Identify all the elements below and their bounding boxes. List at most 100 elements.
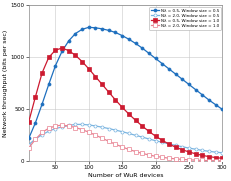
Nλ = 2.0, Window size = 1.0 xyxy=(47,127,50,129)
Nλ = 0.5, Window size = 0.5 xyxy=(81,28,83,30)
Nλ = 0.5, Window size = 0.5 xyxy=(87,26,90,28)
Nλ = 2.0, Window size = 0.5 xyxy=(61,126,64,128)
Nλ = 0.5, Window size = 1.0 xyxy=(121,106,124,108)
Nλ = 2.0, Window size = 0.5 xyxy=(27,144,30,146)
Nλ = 0.5, Window size = 1.0 xyxy=(47,56,50,58)
Nλ = 2.0, Window size = 1.0 xyxy=(221,160,224,162)
Nλ = 0.5, Window size = 0.5 xyxy=(107,29,110,31)
Nλ = 2.0, Window size = 0.5 xyxy=(34,138,37,140)
Nλ = 2.0, Window size = 1.0 xyxy=(94,134,97,136)
Nλ = 2.0, Window size = 0.5 xyxy=(181,146,184,148)
Nλ = 2.0, Window size = 0.5 xyxy=(121,131,124,133)
Nλ = 2.0, Window size = 0.5 xyxy=(41,134,43,136)
Nλ = 0.5, Window size = 1.0 xyxy=(101,83,103,85)
Nλ = 2.0, Window size = 1.0 xyxy=(154,155,157,157)
Nλ = 2.0, Window size = 1.0 xyxy=(114,143,117,145)
Nλ = 2.0, Window size = 1.0 xyxy=(194,159,197,161)
Nλ = 2.0, Window size = 0.5 xyxy=(94,125,97,127)
Nλ = 0.5, Window size = 0.5 xyxy=(74,32,77,35)
Nλ = 2.0, Window size = 0.5 xyxy=(201,149,204,151)
Nλ = 0.5, Window size = 0.5 xyxy=(201,94,204,96)
Nλ = 2.0, Window size = 0.5 xyxy=(167,143,170,145)
Nλ = 2.0, Window size = 0.5 xyxy=(114,129,117,131)
Nλ = 0.5, Window size = 1.0 xyxy=(214,156,217,159)
Nλ = 0.5, Window size = 0.5 xyxy=(67,40,70,42)
Nλ = 0.5, Window size = 1.0 xyxy=(114,99,117,101)
Nλ = 0.5, Window size = 0.5 xyxy=(167,68,170,70)
Line: Nλ = 2.0, Window size = 1.0: Nλ = 2.0, Window size = 1.0 xyxy=(27,124,224,162)
Nλ = 2.0, Window size = 0.5 xyxy=(154,140,157,142)
Nλ = 2.0, Window size = 0.5 xyxy=(141,136,144,138)
Nλ = 2.0, Window size = 1.0 xyxy=(181,158,184,161)
Nλ = 2.0, Window size = 1.0 xyxy=(54,125,57,127)
Nλ = 2.0, Window size = 1.0 xyxy=(214,160,217,162)
Nλ = 0.5, Window size = 1.0 xyxy=(67,50,70,52)
Nλ = 2.0, Window size = 1.0 xyxy=(34,138,37,141)
Nλ = 0.5, Window size = 0.5 xyxy=(161,63,164,65)
Nλ = 0.5, Window size = 1.0 xyxy=(54,49,57,51)
Nλ = 0.5, Window size = 0.5 xyxy=(128,38,130,40)
Nλ = 2.0, Window size = 1.0 xyxy=(61,124,64,126)
Nλ = 0.5, Window size = 0.5 xyxy=(47,83,50,85)
Nλ = 0.5, Window size = 1.0 xyxy=(134,119,137,121)
Nλ = 2.0, Window size = 1.0 xyxy=(167,157,170,159)
Line: Nλ = 0.5, Window size = 1.0: Nλ = 0.5, Window size = 1.0 xyxy=(27,47,224,160)
Nλ = 2.0, Window size = 0.5 xyxy=(87,124,90,126)
Nλ = 0.5, Window size = 0.5 xyxy=(214,104,217,106)
Nλ = 2.0, Window size = 1.0 xyxy=(107,140,110,142)
Nλ = 2.0, Window size = 0.5 xyxy=(54,127,57,130)
Nλ = 2.0, Window size = 0.5 xyxy=(134,134,137,136)
Nλ = 2.0, Window size = 0.5 xyxy=(47,130,50,132)
Nλ = 0.5, Window size = 1.0 xyxy=(147,130,150,132)
Nλ = 0.5, Window size = 1.0 xyxy=(41,72,43,74)
Nλ = 0.5, Window size = 1.0 xyxy=(221,157,224,159)
Nλ = 0.5, Window size = 0.5 xyxy=(27,137,30,140)
Nλ = 0.5, Window size = 0.5 xyxy=(141,47,144,49)
Nλ = 0.5, Window size = 1.0 xyxy=(61,47,64,49)
Nλ = 0.5, Window size = 1.0 xyxy=(128,113,130,115)
Nλ = 0.5, Window size = 0.5 xyxy=(147,52,150,54)
Nλ = 2.0, Window size = 0.5 xyxy=(207,150,210,152)
Nλ = 0.5, Window size = 1.0 xyxy=(27,121,30,123)
Nλ = 2.0, Window size = 0.5 xyxy=(74,123,77,125)
Nλ = 2.0, Window size = 0.5 xyxy=(174,144,177,146)
Nλ = 0.5, Window size = 1.0 xyxy=(94,75,97,78)
Nλ = 2.0, Window size = 1.0 xyxy=(67,125,70,127)
Nλ = 0.5, Window size = 1.0 xyxy=(201,154,204,156)
Nλ = 0.5, Window size = 0.5 xyxy=(41,103,43,105)
Nλ = 2.0, Window size = 1.0 xyxy=(188,159,190,161)
Nλ = 2.0, Window size = 0.5 xyxy=(107,127,110,130)
Nλ = 0.5, Window size = 1.0 xyxy=(154,135,157,137)
Nλ = 0.5, Window size = 1.0 xyxy=(174,146,177,148)
Nλ = 0.5, Window size = 0.5 xyxy=(181,78,184,80)
Nλ = 0.5, Window size = 1.0 xyxy=(161,139,164,141)
Nλ = 0.5, Window size = 0.5 xyxy=(114,31,117,33)
Nλ = 2.0, Window size = 0.5 xyxy=(161,141,164,143)
Y-axis label: Network throughput (bits per sec): Network throughput (bits per sec) xyxy=(3,30,9,137)
Nλ = 2.0, Window size = 0.5 xyxy=(194,148,197,150)
Nλ = 2.0, Window size = 0.5 xyxy=(67,124,70,127)
Nλ = 0.5, Window size = 0.5 xyxy=(154,57,157,60)
Nλ = 2.0, Window size = 0.5 xyxy=(188,147,190,149)
Nλ = 0.5, Window size = 1.0 xyxy=(181,149,184,151)
Nλ = 0.5, Window size = 0.5 xyxy=(54,65,57,67)
Nλ = 2.0, Window size = 1.0 xyxy=(134,150,137,153)
X-axis label: Number of WuR devices: Number of WuR devices xyxy=(88,172,163,178)
Nλ = 0.5, Window size = 0.5 xyxy=(221,108,224,110)
Nλ = 2.0, Window size = 0.5 xyxy=(221,152,224,154)
Legend: Nλ = 0.5, Window size = 0.5, Nλ = 2.0, Window size = 0.5, Nλ = 0.5, Window size : Nλ = 0.5, Window size = 0.5, Nλ = 2.0, W… xyxy=(149,7,221,30)
Nλ = 2.0, Window size = 1.0 xyxy=(74,127,77,129)
Nλ = 2.0, Window size = 0.5 xyxy=(147,138,150,140)
Nλ = 2.0, Window size = 1.0 xyxy=(174,158,177,160)
Nλ = 0.5, Window size = 1.0 xyxy=(188,151,190,153)
Nλ = 0.5, Window size = 0.5 xyxy=(207,99,210,101)
Nλ = 0.5, Window size = 1.0 xyxy=(34,96,37,98)
Nλ = 2.0, Window size = 1.0 xyxy=(201,159,204,161)
Nλ = 0.5, Window size = 0.5 xyxy=(61,50,64,52)
Nλ = 2.0, Window size = 1.0 xyxy=(121,146,124,148)
Nλ = 0.5, Window size = 0.5 xyxy=(134,42,137,45)
Nλ = 0.5, Window size = 0.5 xyxy=(188,83,190,85)
Nλ = 0.5, Window size = 1.0 xyxy=(194,153,197,155)
Nλ = 0.5, Window size = 1.0 xyxy=(81,60,83,63)
Nλ = 2.0, Window size = 1.0 xyxy=(207,160,210,162)
